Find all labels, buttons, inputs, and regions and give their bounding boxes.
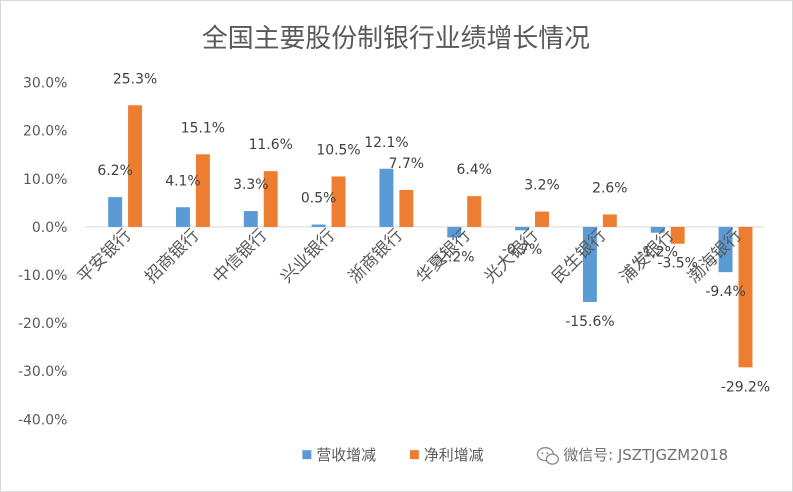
watermark-text: 微信号: JSZTJGZM2018 [563,446,728,464]
category-label: 兴业银行 [276,225,338,287]
chart-title: 全国主要股份制银行业绩增长情况 [202,24,590,54]
revenue-bar [650,226,665,233]
legend-label-profit: 净利增减 [424,446,484,464]
revenue-data-label: -0.7% [502,242,542,258]
y-tick-label: -20.0% [18,316,67,332]
bars-group [108,105,753,368]
revenue-data-label: -1.2% [638,245,678,261]
revenue-bar [718,226,733,273]
category-label: 平安银行 [73,225,135,287]
profit-data-label: -29.2% [721,379,770,395]
category-label: 浙商银行 [344,225,406,287]
revenue-bar [447,226,462,238]
profit-data-label: 6.4% [456,162,491,178]
profit-bar [467,196,482,227]
y-tick-label: -40.0% [18,412,67,428]
y-tick-label: 0.0% [32,220,67,236]
profit-bar [738,226,753,368]
revenue-bar [582,226,597,302]
legend-swatch-revenue [302,450,312,460]
category-label: 中信银行 [209,225,271,287]
profit-bar [670,226,685,244]
legend-label-revenue: 营收增减 [316,446,376,464]
profit-bar [128,105,143,227]
revenue-data-label: -9.4% [705,284,745,300]
revenue-bar [311,224,326,227]
revenue-bar [515,226,530,231]
y-tick-label: -30.0% [18,364,67,380]
revenue-bar [108,197,123,227]
revenue-data-label: 12.1% [364,135,408,151]
profit-data-label: 25.3% [113,71,157,87]
revenue-data-label: 4.1% [165,173,200,189]
y-tick-label: -10.0% [18,268,67,284]
revenue-bar [243,211,258,227]
profit-data-label: 2.6% [592,181,627,197]
revenue-data-label: -15.6% [565,314,614,330]
y-axis: 30.0% 20.0% 10.0% 0.0% -10.0% -20.0% -30.0% -40… [18,76,67,429]
profit-data-label: -3.5% [657,256,697,272]
legend-swatch-profit [409,450,419,460]
category-labels-group: 平安银行 招商银行 中信银行 兴业银行 浙商银行 华夏银行 光大银行 民生银行 浦发银行 渤海银行 [73,225,745,287]
profit-bar [535,211,549,227]
y-tick-label: 30.0% [23,76,67,92]
profit-data-label: 15.1% [181,120,225,136]
legend: 营收增减 净利增减 [302,446,484,464]
wechat-icon [536,447,559,465]
revenue-data-label: 3.3% [233,177,268,193]
profit-bar [331,176,346,227]
profit-bar [399,189,414,227]
category-label: 民生银行 [548,225,610,287]
profit-bar [195,154,210,227]
y-tick-label: 10.0% [23,172,67,188]
revenue-data-label: -2.2% [434,249,474,265]
revenue-data-label: 0.5% [301,191,336,207]
category-label: 招商银行 [141,225,203,287]
profit-bar [263,171,278,227]
data-labels-group: 6.2% 4.1% 3.3% 0.5% 12.1% -2.2% -0.7% -15.6% -1.… [97,71,770,395]
profit-data-label: 10.5% [316,143,360,159]
revenue-data-label: 6.2% [97,163,132,179]
revenue-bar [176,207,190,227]
profit-bar [602,214,617,227]
y-tick-label: 20.0% [23,124,67,140]
revenue-bar [379,168,394,227]
profit-data-label: 7.7% [389,156,424,172]
watermark: 微信号: JSZTJGZM2018 [536,446,728,465]
profit-data-label: 3.2% [524,178,559,194]
profit-data-label: 11.6% [249,137,293,153]
